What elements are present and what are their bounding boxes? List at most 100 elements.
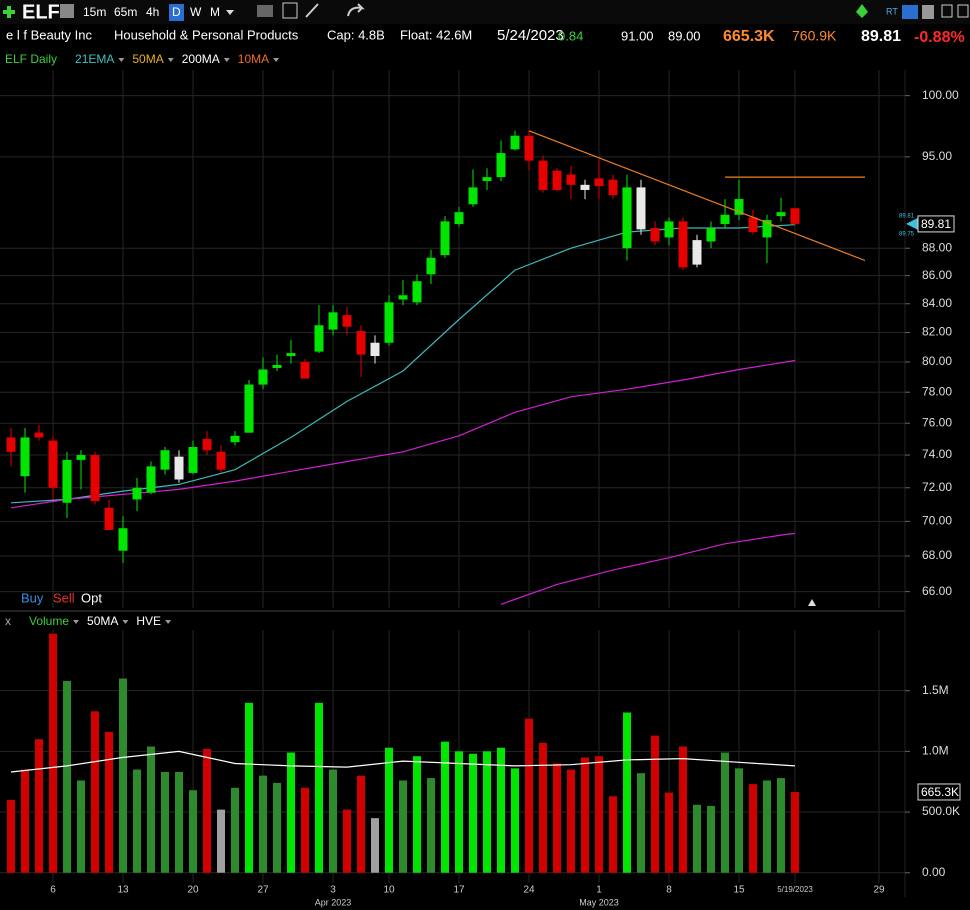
volume-bar [399,780,407,873]
volume-bar [217,809,225,873]
legend-item[interactable]: 10MA [238,52,269,66]
candle-body [314,325,324,352]
volume-bar [539,742,547,873]
y-tick-label: 1.5M [922,683,949,697]
volume-bar [623,712,631,873]
candle-body [48,440,58,488]
candle-body [398,295,408,300]
icon[interactable] [60,4,74,18]
volume-bar [21,769,29,873]
volume-bar [301,787,309,873]
volume-bar [343,809,351,873]
ema-value-small: 89.75 [899,232,915,238]
candle-body [90,455,100,502]
legend-item[interactable]: 21EMA [75,52,114,66]
interval-button[interactable]: M [210,5,220,19]
icon[interactable] [282,2,298,19]
volume-bar [259,775,267,873]
candle-body [720,214,730,225]
candle-body [440,221,450,256]
icon[interactable] [257,5,273,17]
candle-body [468,187,478,205]
x-tick-label: 5/19/2023 [777,885,813,894]
x-tick-label: 3 [330,885,336,896]
volume-bar [777,778,785,873]
x-tick-label: 27 [257,885,269,896]
interval-button[interactable]: 65m [114,5,137,19]
rt-button[interactable]: RT [886,6,898,16]
float: Float: 42.6M [400,27,472,42]
interval-button[interactable]: D [172,5,181,19]
dropdown [118,58,125,62]
candle-body [454,212,464,225]
candle-body [6,437,16,452]
candle-body [286,353,296,357]
y-tick-label: 500.0K [922,804,960,818]
icon[interactable] [347,3,365,17]
volume-bar [105,731,113,873]
y-tick-label: 66.00 [922,584,952,598]
legend-item[interactable]: HVE [136,614,161,628]
dropdown [165,620,172,624]
x-tick-label: 24 [523,885,535,896]
volume-bar [77,780,85,873]
toolbar [0,0,970,24]
icon[interactable] [922,5,934,19]
icon[interactable] [856,4,868,18]
candle-body [160,450,170,470]
volume-bar [511,768,519,873]
candle-body [594,178,604,187]
y-tick-label: 76.00 [922,415,952,429]
change: 0.84 [558,28,583,43]
candle-body [412,281,422,303]
candle-body [146,466,156,493]
y-tick-label: 80.00 [922,354,952,368]
volume-bar [371,818,379,873]
high: 91.00 [621,28,654,43]
candle-body [370,342,380,357]
x-tick-label: 13 [117,885,129,896]
interval-button[interactable]: 4h [146,5,159,19]
add-button[interactable] [3,6,15,18]
icon[interactable] [957,4,969,18]
interval-selected [169,4,184,21]
price: 89.81 [861,28,901,45]
legend-item[interactable]: ELF Daily [5,52,57,66]
candle-body [650,228,660,242]
volume-bar [441,741,449,873]
legend-item[interactable]: 50MA [132,52,163,66]
legend-item[interactable]: 200MA [182,52,220,66]
candle-body [692,240,702,265]
sell-button[interactable]: Sell [53,590,75,605]
change-percent: -0.88% [914,29,965,46]
icon[interactable] [305,3,319,18]
y-tick-label: 74.00 [922,447,952,461]
candle-body [202,439,212,451]
icon[interactable] [902,5,918,19]
volume-bar [385,747,393,873]
volume-bar [133,769,141,873]
dropdown [167,58,174,62]
dropdown [226,10,234,15]
icon[interactable] [941,4,953,18]
legend-item[interactable]: x [5,614,11,628]
x-tick-label: 8 [666,885,672,896]
candle-body [566,174,576,185]
volume-bar [679,746,687,873]
legend-item[interactable]: Volume [29,614,69,628]
interval-button[interactable]: 15m [83,5,106,19]
x-tick-label: 20 [187,885,199,896]
volume-bar [637,773,645,873]
volume-bar [567,769,575,873]
symbol[interactable]: ELF [22,1,60,23]
legend-item[interactable]: 50MA [87,614,118,628]
dropdown [273,58,280,62]
last-price-box [917,215,955,233]
x-tick-label: 10 [383,885,395,896]
interval-button[interactable]: W [190,5,202,19]
buy-button[interactable]: Buy [21,590,44,605]
candle-body [62,459,72,503]
options-button[interactable]: Opt [81,590,102,605]
volume-bar [287,752,295,873]
